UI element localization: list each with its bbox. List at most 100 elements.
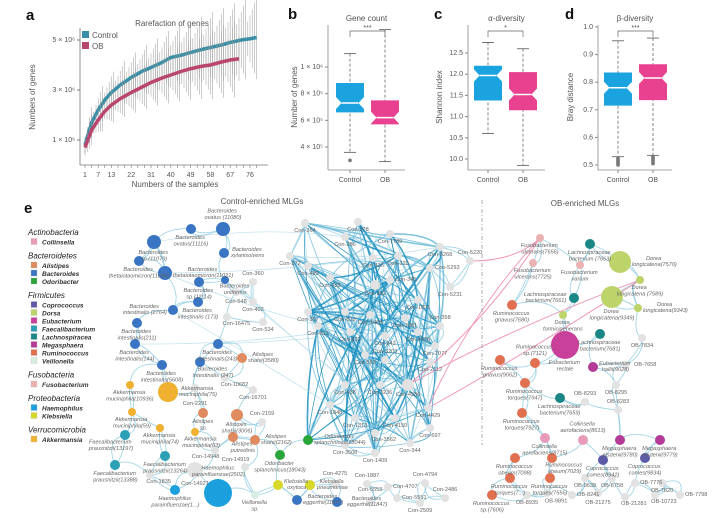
network-node[interactable] <box>406 439 414 447</box>
network-node[interactable] <box>371 449 379 457</box>
network-node[interactable] <box>634 304 642 312</box>
network-node[interactable] <box>120 430 130 440</box>
network-node[interactable] <box>341 233 349 241</box>
network-node[interactable] <box>286 252 294 260</box>
network-node[interactable] <box>487 490 497 500</box>
network-node[interactable] <box>147 235 161 249</box>
network-node[interactable] <box>585 239 595 249</box>
network-node[interactable] <box>621 493 629 501</box>
network-node[interactable] <box>259 318 267 326</box>
network-node[interactable] <box>520 378 530 388</box>
network-node[interactable] <box>369 254 377 262</box>
network-node[interactable] <box>640 453 650 463</box>
network-node[interactable] <box>421 479 429 487</box>
network-node[interactable] <box>305 480 315 490</box>
network-node[interactable] <box>594 489 602 497</box>
network-node[interactable] <box>510 453 520 463</box>
network-node[interactable] <box>332 497 342 507</box>
network-node[interactable] <box>157 360 167 370</box>
network-node[interactable] <box>211 446 219 454</box>
network-node[interactable] <box>424 404 432 412</box>
network-node[interactable] <box>326 274 334 282</box>
network-node[interactable] <box>130 339 140 349</box>
network-node[interactable] <box>228 432 238 442</box>
network-node[interactable] <box>601 286 623 308</box>
network-node[interactable] <box>386 230 394 238</box>
network-node[interactable] <box>331 480 339 488</box>
network-node[interactable] <box>655 435 665 445</box>
network-node[interactable] <box>414 328 422 336</box>
network-node[interactable] <box>559 311 567 319</box>
network-node[interactable] <box>609 251 631 273</box>
network-node[interactable] <box>615 435 625 445</box>
network-node[interactable] <box>414 296 422 304</box>
network-node[interactable] <box>446 283 454 291</box>
network-node[interactable] <box>354 218 362 226</box>
network-node[interactable] <box>232 288 240 296</box>
network-node[interactable] <box>351 414 359 422</box>
network-node[interactable] <box>186 224 196 234</box>
network-node[interactable] <box>221 276 229 284</box>
network-node[interactable] <box>466 257 474 265</box>
network-node[interactable] <box>366 498 374 506</box>
network-node[interactable] <box>612 381 620 389</box>
network-node[interactable] <box>304 308 312 316</box>
network-node[interactable] <box>191 428 199 436</box>
network-node[interactable] <box>636 276 644 284</box>
network-node[interactable] <box>241 463 249 471</box>
network-node[interactable] <box>523 491 531 499</box>
network-node[interactable] <box>231 409 243 421</box>
network-node[interactable] <box>249 278 257 286</box>
network-node[interactable] <box>431 342 439 350</box>
network-node[interactable] <box>223 313 231 321</box>
network-node[interactable] <box>505 473 515 483</box>
network-node[interactable] <box>507 300 517 310</box>
network-node[interactable] <box>614 406 622 414</box>
network-node[interactable] <box>326 401 334 409</box>
network-node[interactable] <box>569 293 579 303</box>
network-node[interactable] <box>676 491 684 499</box>
network-node[interactable] <box>394 252 402 260</box>
network-node[interactable] <box>258 418 266 426</box>
network-node[interactable] <box>543 489 551 497</box>
network-node[interactable] <box>132 318 142 328</box>
network-node[interactable] <box>126 381 134 389</box>
network-node[interactable] <box>581 474 589 482</box>
network-node[interactable] <box>393 494 401 502</box>
network-node[interactable] <box>341 308 349 316</box>
network-node[interactable] <box>216 222 230 236</box>
network-node[interactable] <box>363 480 371 488</box>
network-node[interactable] <box>426 264 434 272</box>
network-node[interactable] <box>517 408 527 418</box>
network-node[interactable] <box>128 408 136 416</box>
network-node[interactable] <box>341 441 349 449</box>
network-node[interactable] <box>168 305 178 315</box>
network-node[interactable] <box>198 408 208 418</box>
network-node[interactable] <box>146 471 154 479</box>
network-node[interactable] <box>651 491 659 499</box>
network-node[interactable] <box>346 328 354 336</box>
network-node[interactable] <box>658 479 666 487</box>
network-node[interactable] <box>249 298 257 306</box>
network-node[interactable] <box>416 499 424 507</box>
network-node[interactable] <box>303 435 313 445</box>
network-node[interactable] <box>595 329 605 339</box>
network-node[interactable] <box>314 322 322 330</box>
network-node[interactable] <box>361 351 369 359</box>
network-node[interactable] <box>551 331 579 359</box>
network-node[interactable] <box>384 483 392 491</box>
network-node[interactable] <box>193 297 203 307</box>
network-node[interactable] <box>436 243 444 251</box>
network-node[interactable] <box>631 479 639 487</box>
network-node[interactable] <box>426 424 434 432</box>
network-node[interactable] <box>598 455 608 465</box>
network-node[interactable] <box>530 358 540 368</box>
network-node[interactable] <box>134 256 144 266</box>
network-node[interactable] <box>275 450 285 460</box>
network-node[interactable] <box>621 361 629 369</box>
network-node[interactable] <box>366 311 374 319</box>
network-node[interactable] <box>292 495 302 505</box>
network-node[interactable] <box>341 381 349 389</box>
network-node[interactable] <box>529 259 537 267</box>
network-node[interactable] <box>156 424 164 432</box>
